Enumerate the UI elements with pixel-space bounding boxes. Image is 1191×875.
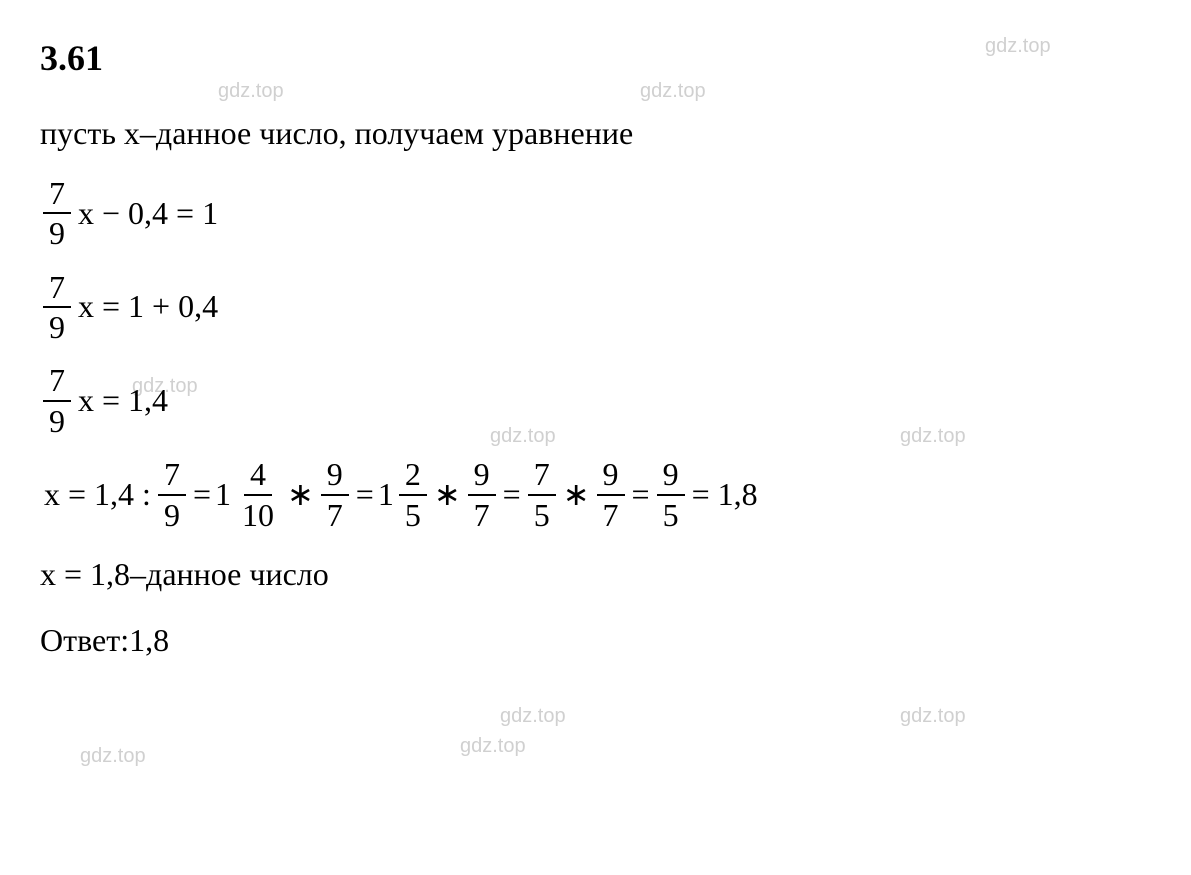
equation-4: x = 1,4 : 7 9 = 1 4 10 ∗ 9 7 = 1 2 5 ∗ (40, 455, 1151, 534)
equals-sign: = (503, 469, 521, 520)
numerator: 7 (43, 174, 71, 214)
denominator: 9 (43, 214, 71, 252)
watermark: gdz.top (80, 740, 146, 772)
fraction-7-9: 7 9 (43, 268, 71, 347)
equation-2: 7 9 x = 1 + 0,4 (40, 268, 1151, 347)
equals-sign: = (193, 469, 211, 520)
numerator: 9 (468, 455, 496, 495)
denominator: 9 (43, 402, 71, 440)
intro-part2: данное число, получаем уравнение (156, 108, 633, 159)
equation-1: 7 9 x − 0,4 = 1 (40, 174, 1151, 253)
fraction-2-5: 2 5 (399, 455, 427, 534)
multiply-sign: ∗ (434, 469, 461, 520)
eq4-start: x = 1,4 : (44, 469, 151, 520)
fraction-7-5: 7 5 (528, 455, 556, 534)
variable-x: x (78, 281, 94, 332)
equals-sign: = (176, 188, 194, 239)
numerator: 7 (528, 455, 556, 495)
result-part2: данное число (146, 549, 329, 600)
value-14: 1,4 (128, 375, 168, 426)
answer-line: Ответ: 1,8 (40, 615, 1151, 666)
result-part1: x = 1,8 (40, 549, 130, 600)
equation-3: 7 9 x = 1,4 (40, 361, 1151, 440)
intro-part1: пусть x (40, 108, 140, 159)
denominator: 5 (657, 496, 685, 534)
fraction-9-7: 9 7 (321, 455, 349, 534)
numerator: 9 (597, 455, 625, 495)
dash: – (130, 549, 146, 600)
dash: – (140, 108, 156, 159)
denominator: 5 (399, 496, 427, 534)
value-04: 0,4 (128, 188, 168, 239)
problem-number: 3.61 (40, 30, 1151, 88)
fraction-4-10: 4 10 (236, 455, 280, 534)
equals-sign: = (102, 375, 120, 426)
mixed-integer: 1 (378, 469, 394, 520)
denominator: 5 (528, 496, 556, 534)
answer-value: 1,8 (129, 615, 169, 666)
mixed-integer: 1 (215, 469, 231, 520)
variable-x: x (78, 188, 94, 239)
value-1: 1 (128, 281, 144, 332)
equals-sign: = (102, 281, 120, 332)
fraction-7-9: 7 9 (43, 174, 71, 253)
denominator: 7 (321, 496, 349, 534)
mixed-1-2-5: 1 2 5 (378, 455, 430, 534)
denominator: 9 (43, 308, 71, 346)
denominator: 7 (468, 496, 496, 534)
value-04: 0,4 (178, 281, 218, 332)
watermark: gdz.top (460, 730, 526, 762)
denominator: 10 (236, 496, 280, 534)
minus-sign: − (102, 188, 120, 239)
equals-final: = 1,8 (692, 469, 758, 520)
numerator: 7 (43, 268, 71, 308)
numerator: 2 (399, 455, 427, 495)
equals-sign: = (356, 469, 374, 520)
multiply-sign: ∗ (563, 469, 590, 520)
denominator: 9 (158, 496, 186, 534)
denominator: 7 (597, 496, 625, 534)
equals-sign: = (632, 469, 650, 520)
fraction-9-7: 9 7 (597, 455, 625, 534)
numerator: 7 (43, 361, 71, 401)
intro-text: пусть x – данное число, получаем уравнен… (40, 108, 1151, 159)
fraction-9-5: 9 5 (657, 455, 685, 534)
fraction-7-9: 7 9 (43, 361, 71, 440)
watermark: gdz.top (500, 700, 566, 732)
mixed-1-4-10: 1 4 10 (215, 455, 283, 534)
answer-label: Ответ: (40, 615, 129, 666)
variable-x: x (78, 375, 94, 426)
numerator: 7 (158, 455, 186, 495)
watermark: gdz.top (900, 700, 966, 732)
multiply-sign: ∗ (287, 469, 314, 520)
result-line: x = 1,8 – данное число (40, 549, 1151, 600)
fraction-7-9: 7 9 (158, 455, 186, 534)
numerator: 9 (321, 455, 349, 495)
fraction-9-7: 9 7 (468, 455, 496, 534)
numerator: 4 (244, 455, 272, 495)
value-1: 1 (202, 188, 218, 239)
numerator: 9 (657, 455, 685, 495)
plus-sign: + (152, 281, 170, 332)
